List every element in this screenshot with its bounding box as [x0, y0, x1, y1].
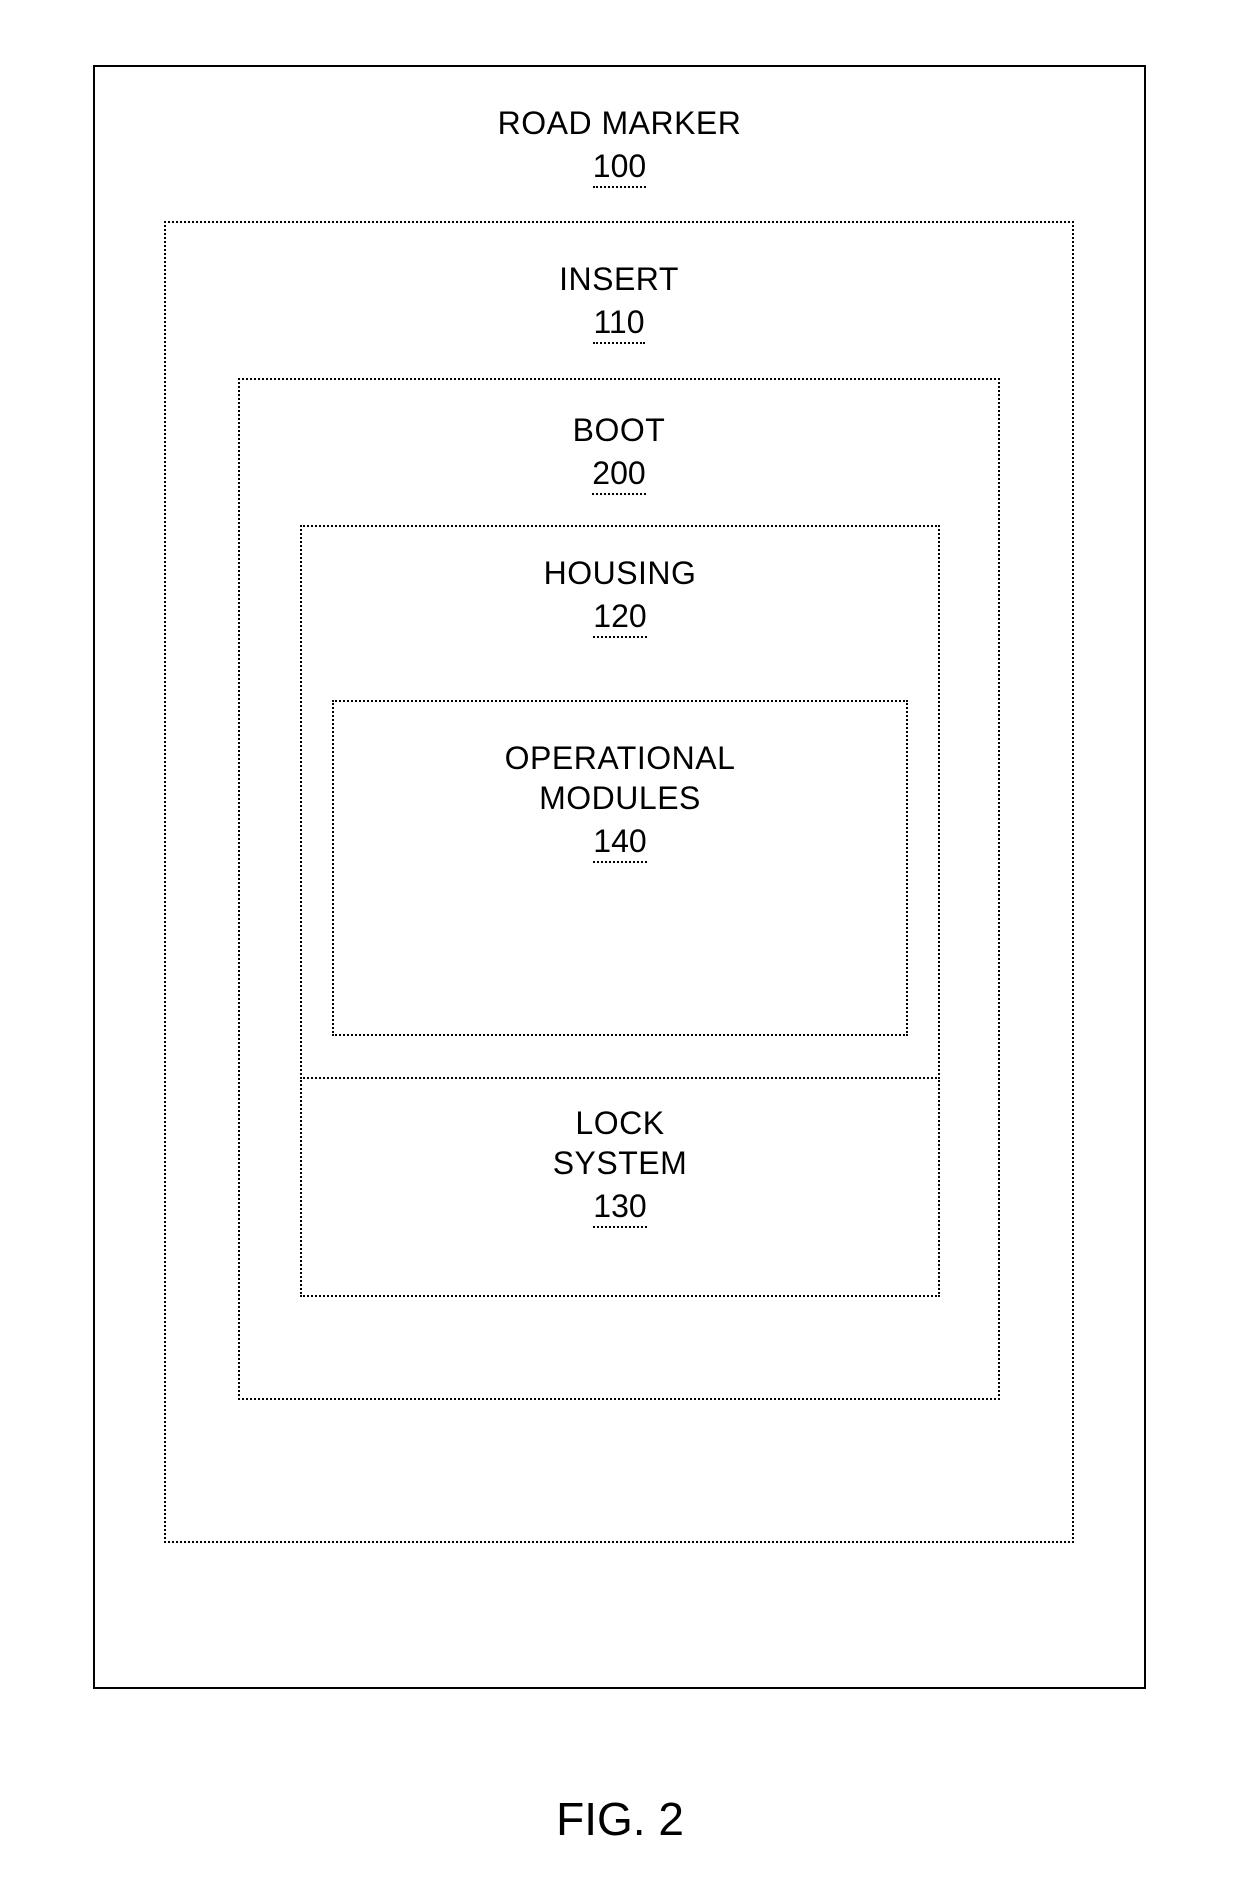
box-operational-modules: OPERATIONALMODULES 140	[332, 700, 908, 1036]
label-operational-modules-title: OPERATIONALMODULES	[334, 738, 906, 818]
label-boot-title: BOOT	[240, 410, 998, 450]
label-insert-title: INSERT	[166, 259, 1072, 299]
label-lock-system-ref: 130	[593, 1189, 646, 1228]
label-boot-ref: 200	[592, 456, 645, 495]
box-lock-system: LOCKSYSTEM 130	[300, 1077, 940, 1297]
label-operational-modules-ref: 140	[593, 824, 646, 863]
figure-canvas: ROAD MARKER 100 INSERT 110 BOOT 200 HOUS…	[0, 0, 1240, 1895]
label-road-marker-title: ROAD MARKER	[95, 103, 1144, 143]
label-housing-ref: 120	[593, 599, 646, 638]
label-housing-title: HOUSING	[302, 553, 938, 593]
label-road-marker-ref: 100	[593, 149, 646, 188]
label-lock-system-title: LOCKSYSTEM	[302, 1103, 938, 1183]
figure-caption: FIG. 2	[0, 1792, 1240, 1846]
label-insert-ref: 110	[593, 305, 644, 344]
